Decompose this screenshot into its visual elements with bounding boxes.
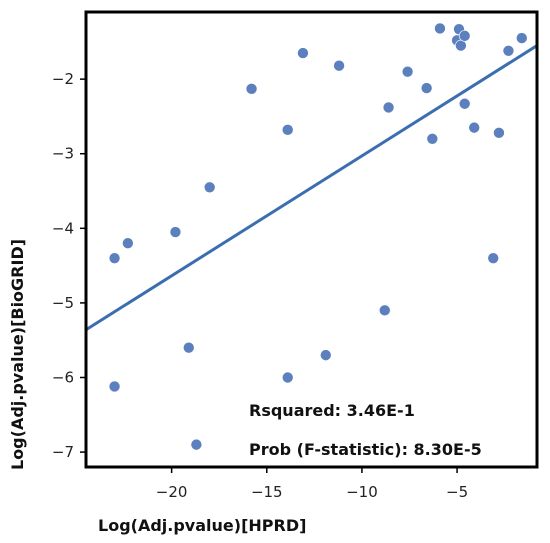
data-point [420,82,433,94]
data-point [169,226,182,238]
data-point [487,252,500,264]
annotation-prob-fstat: Prob (F-statistic): 8.30E-5 [249,440,482,459]
y-tick-label: −6 [52,368,74,386]
data-point [401,65,414,78]
y-axis-label: Log(Adj.pvalue)[BioGRID] [8,239,27,470]
data-point [108,380,121,393]
plot-background [86,12,537,467]
data-point [455,39,467,52]
data-point [245,83,258,95]
data-point [434,22,446,35]
y-tick-label: −7 [52,443,74,461]
data-point [203,181,216,194]
data-point [458,30,471,42]
plot-frame [84,10,539,469]
data-point [515,32,528,44]
x-tick-label: −15 [251,483,283,501]
y-tick-label: −2 [52,70,74,88]
data-point [319,349,332,361]
x-tick-label: −10 [346,483,378,501]
axis-ticks: −20 −15 −10 −5 −7 −6 −5 −4 −3 −2 [52,70,468,501]
data-point [426,133,439,145]
x-tick-label: −20 [156,483,188,501]
annotation-rsquared: Rsquared: 3.46E-1 [249,401,415,420]
data-point [502,44,515,57]
data-point [382,101,395,114]
x-axis-label: Log(Adj.pvalue)[HPRD] [98,516,306,535]
data-point [333,59,345,72]
data-point [281,124,294,136]
data-point [468,121,481,134]
data-point [378,304,391,317]
data-point [281,371,294,384]
x-tick-label: −5 [446,483,468,501]
data-point [122,237,134,250]
data-point [458,97,471,110]
y-tick-label: −3 [52,145,74,163]
data-points [108,22,528,451]
regression-line [85,44,538,332]
data-point [182,341,195,354]
y-tick-label: −5 [52,294,74,312]
data-point [190,438,203,451]
y-tick-label: −4 [52,219,74,237]
data-point [108,252,121,264]
data-point [493,127,505,139]
data-point [297,47,309,59]
